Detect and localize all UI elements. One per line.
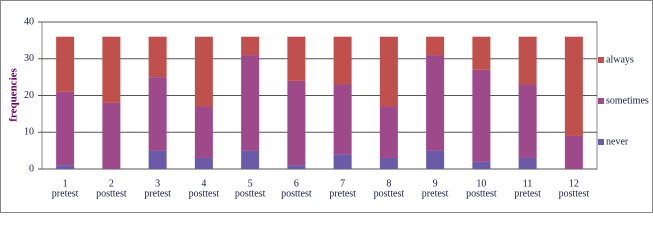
legend-swatch bbox=[598, 139, 604, 145]
chart: frequencies 0102030401pretest2posttest3p… bbox=[0, 0, 653, 213]
bar-segment bbox=[194, 36, 213, 107]
legend-label: never bbox=[606, 136, 629, 147]
bar-segment bbox=[194, 106, 213, 158]
x-tick-sublabel: posttest bbox=[281, 188, 312, 199]
x-tick-sublabel: posttest bbox=[374, 188, 405, 199]
x-tick-label: 8 bbox=[386, 178, 391, 189]
bar-segment bbox=[379, 157, 398, 169]
bar-segment bbox=[287, 80, 306, 166]
bar-segment bbox=[426, 36, 445, 56]
y-tick-label: 10 bbox=[24, 127, 34, 138]
x-tick-sublabel: pretest bbox=[329, 188, 356, 199]
bar-segment bbox=[148, 150, 167, 169]
bar-segment bbox=[241, 150, 260, 169]
bar-segment bbox=[472, 36, 491, 70]
bar-segment bbox=[148, 36, 167, 78]
bar-segment bbox=[56, 165, 75, 169]
bar-segment bbox=[333, 36, 352, 85]
x-tick-sublabel: posttest bbox=[559, 188, 590, 199]
y-tick-label: 40 bbox=[24, 16, 34, 27]
bar-segment bbox=[194, 157, 213, 169]
x-tick-label: 7 bbox=[340, 178, 345, 189]
x-tick-label: 11 bbox=[523, 178, 533, 189]
x-tick-label: 10 bbox=[476, 178, 486, 189]
x-tick-label: 3 bbox=[155, 178, 160, 189]
y-tick-label: 0 bbox=[29, 163, 34, 174]
y-tick-label: 20 bbox=[24, 90, 34, 101]
bar-segment bbox=[56, 36, 75, 92]
bar-segment bbox=[379, 36, 398, 107]
x-tick-label: 1 bbox=[63, 178, 68, 189]
x-tick-sublabel: pretest bbox=[514, 188, 541, 199]
x-tick-label: 9 bbox=[433, 178, 438, 189]
bar-segment bbox=[102, 102, 121, 169]
x-tick-sublabel: pretest bbox=[52, 188, 79, 199]
bar-segment bbox=[148, 77, 167, 151]
bar-segment bbox=[102, 36, 121, 103]
bar-segment bbox=[518, 84, 537, 158]
x-tick-label: 12 bbox=[569, 178, 579, 189]
x-tick-sublabel: pretest bbox=[144, 188, 171, 199]
x-tick-label: 4 bbox=[201, 178, 206, 189]
bar-segment bbox=[564, 135, 583, 169]
bar-segment bbox=[333, 154, 352, 169]
x-tick-sublabel: posttest bbox=[466, 188, 497, 199]
bar-segment bbox=[241, 55, 260, 151]
bar-segment bbox=[426, 55, 445, 151]
x-tick-label: 2 bbox=[109, 178, 114, 189]
y-axis-label: frequencies bbox=[8, 68, 20, 122]
bar-segment bbox=[472, 161, 491, 169]
bar-segment bbox=[241, 36, 260, 56]
bar-segment bbox=[287, 36, 306, 81]
legend-label: always bbox=[606, 54, 634, 65]
x-tick-label: 6 bbox=[294, 178, 299, 189]
x-tick-label: 5 bbox=[248, 178, 253, 189]
bar-segment bbox=[518, 36, 537, 85]
bar-segment bbox=[472, 69, 491, 162]
bar-segment bbox=[379, 106, 398, 158]
x-tick-sublabel: posttest bbox=[235, 188, 266, 199]
x-tick-sublabel: posttest bbox=[96, 188, 127, 199]
bar-segment bbox=[56, 91, 75, 166]
x-tick-sublabel: posttest bbox=[189, 188, 220, 199]
bar-segment bbox=[518, 157, 537, 169]
bar-segment bbox=[426, 150, 445, 169]
bar-segment bbox=[287, 165, 306, 169]
legend-swatch bbox=[598, 57, 604, 63]
x-tick-sublabel: pretest bbox=[422, 188, 449, 199]
legend-label: sometimes bbox=[606, 95, 649, 106]
bar-segment bbox=[564, 36, 583, 136]
bar-segment bbox=[333, 84, 352, 155]
legend-swatch bbox=[598, 98, 604, 104]
y-tick-label: 30 bbox=[24, 53, 34, 64]
